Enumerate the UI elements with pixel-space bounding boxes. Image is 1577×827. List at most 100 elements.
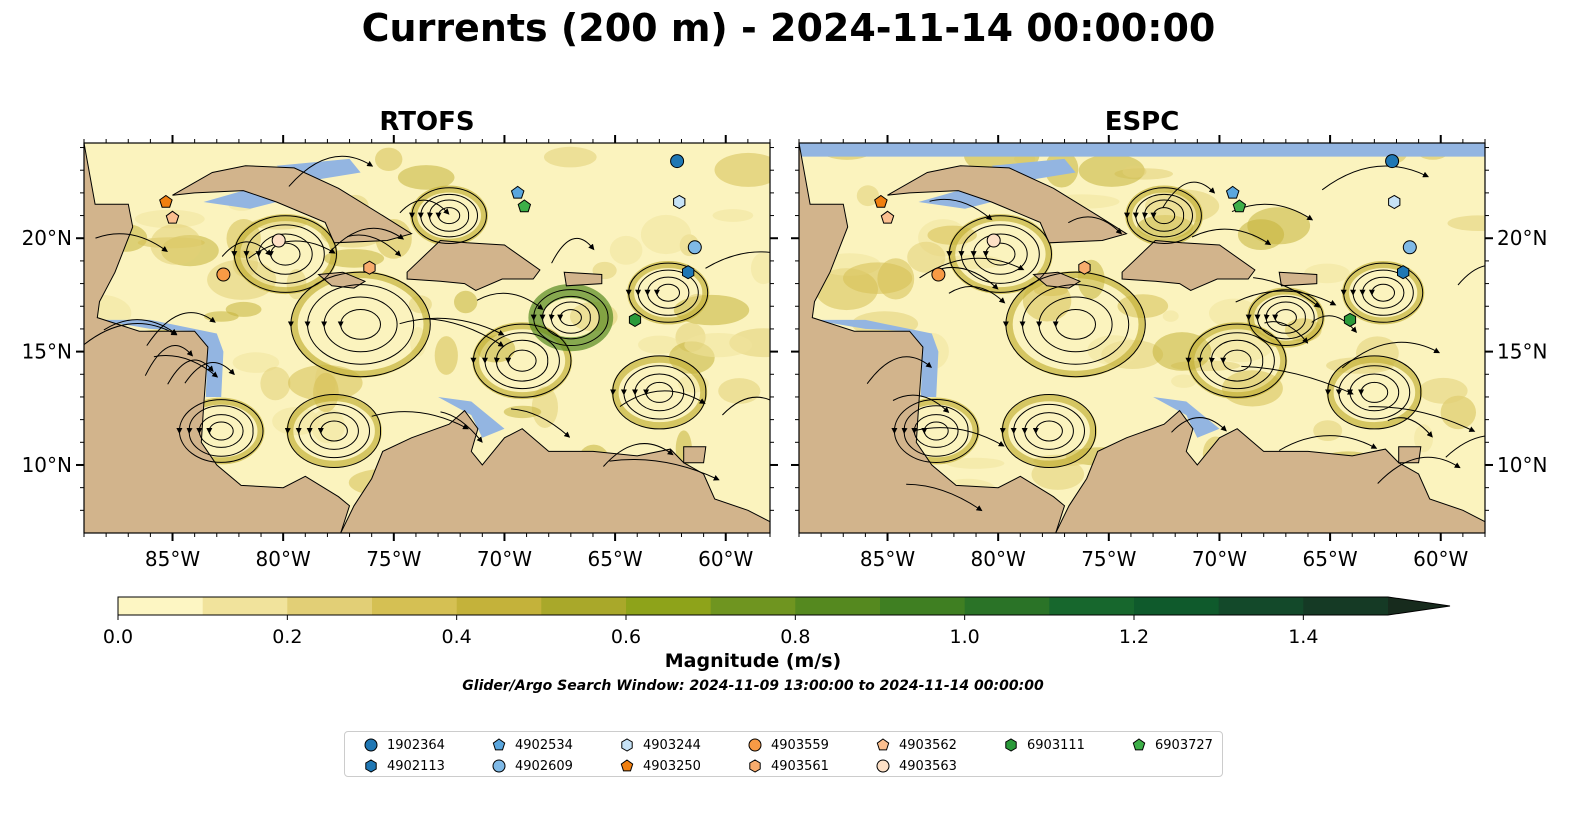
circle-marker-icon <box>876 759 890 773</box>
panel-title-rtofs: RTOFS <box>379 107 475 137</box>
float-marker-4902534 <box>1225 185 1240 199</box>
lon-tick-label: 65°W <box>1302 547 1357 571</box>
search-window-caption: Glider/Argo Search Window: 2024-11-09 13… <box>462 678 1044 694</box>
legend-label: 4903563 <box>899 758 957 774</box>
legend-label: 4903561 <box>771 758 829 774</box>
float-marker-4902113 <box>1397 265 1410 280</box>
float-marker-6903111 <box>628 312 642 327</box>
float-marker-4903250 <box>874 194 888 208</box>
pentagon-marker-icon <box>1132 738 1146 751</box>
lat-tick-label: 20°N <box>22 226 72 250</box>
colorbar-tick-label: 0.4 <box>442 626 472 648</box>
float-marker-4903562 <box>880 210 895 224</box>
colorbar-segment <box>964 597 1050 615</box>
float-marker-4903561 <box>1078 260 1091 275</box>
legend-label: 4903559 <box>771 737 829 753</box>
colorbar-segment <box>1218 597 1304 615</box>
colorbar: 0.0 0.2 0.4 0.6 0.8 1.0 1.2 1.4 <box>103 596 1451 648</box>
float-marker-4902609 <box>1402 240 1417 255</box>
float-marker-1902364 <box>670 154 685 169</box>
legend-label: 6903111 <box>1027 737 1085 753</box>
legend-label: 6903727 <box>1155 737 1213 753</box>
colorbar-tick-label: 1.4 <box>1288 626 1318 648</box>
lon-tick-label: 70°W <box>477 547 532 571</box>
lon-tick-label: 65°W <box>587 547 642 571</box>
lon-tick-label: 85°W <box>145 547 200 571</box>
colorbar-tick-label: 1.0 <box>950 626 980 648</box>
colorbar-tick-label: 1.2 <box>1119 626 1149 648</box>
colorbar-segment <box>372 597 458 615</box>
hexagon-marker-icon <box>365 759 377 773</box>
legend-item-4903559: 4903559 <box>747 737 829 753</box>
pentagon-marker-icon <box>492 738 506 751</box>
float-marker-4903563 <box>271 233 286 248</box>
float-marker-4902113 <box>682 265 695 280</box>
colorbar-segment <box>541 597 627 615</box>
figure-title: Currents (200 m) - 2024-11-14 00:00:00 <box>361 6 1216 50</box>
float-marker-6903727 <box>1232 199 1247 213</box>
colorbar-segment <box>202 597 288 615</box>
legend-label: 4903562 <box>899 737 957 753</box>
lon-tick-label: 70°W <box>1192 547 1247 571</box>
legend-item-1902364: 1902364 <box>363 737 445 753</box>
legend-item-4902113: 4902113 <box>363 758 445 774</box>
float-marker-4903244 <box>673 194 686 210</box>
pentagon-marker-icon <box>876 738 890 751</box>
float-marker-4903559 <box>931 267 946 282</box>
float-marker-4902534 <box>510 185 525 199</box>
colorbar-title: Magnitude (m/s) <box>664 650 842 672</box>
circle-marker-icon <box>492 759 506 773</box>
legend-item-6903727: 6903727 <box>1131 737 1213 753</box>
legend-label: 4903244 <box>643 737 701 753</box>
float-marker-4903563 <box>986 233 1001 248</box>
legend-label: 4902534 <box>515 737 573 753</box>
espc-map-panel: 85°W 80°W 75°W 70°W 65°W 60°W 20°N 15°N 10°N <box>791 135 1547 571</box>
float-marker-4903559 <box>216 267 231 282</box>
legend-label: 4903250 <box>643 758 701 774</box>
lat-tick-label: 20°N <box>1497 226 1547 250</box>
lon-tick-label: 75°W <box>1081 547 1136 571</box>
legend-label: 4902609 <box>515 758 573 774</box>
colorbar-segment <box>456 597 542 615</box>
float-marker-4903244 <box>1388 194 1401 210</box>
colorbar-tick-label: 0.0 <box>103 626 133 648</box>
circle-marker-icon <box>748 738 762 752</box>
legend-item-4903563: 4903563 <box>875 758 957 774</box>
lat-tick-label: 15°N <box>22 340 72 364</box>
colorbar-segment <box>118 597 204 615</box>
legend-item-4903561: 4903561 <box>747 758 829 774</box>
lon-tick-label: 80°W <box>256 547 311 571</box>
legend-label: 1902364 <box>387 737 445 753</box>
lon-tick-label: 60°W <box>698 547 753 571</box>
lon-tick-label: 60°W <box>1413 547 1468 571</box>
float-marker-6903727 <box>517 199 532 213</box>
legend-item-4903244: 4903244 <box>619 737 701 753</box>
hexagon-marker-icon <box>621 738 633 752</box>
colorbar-extend-arrow <box>1388 597 1450 615</box>
rtofs-map-panel: 85°W 80°W 75°W 70°W 65°W 60°W 20°N 15°N 10°N <box>22 135 778 571</box>
legend-label: 4902113 <box>387 758 445 774</box>
lon-tick-label: 80°W <box>971 547 1026 571</box>
legend-item-4902609: 4902609 <box>491 758 573 774</box>
colorbar-tick-label: 0.8 <box>780 626 810 648</box>
hexagon-marker-icon <box>1005 738 1017 752</box>
legend-item-4903562: 4903562 <box>875 737 957 753</box>
panel-title-espc: ESPC <box>1104 107 1180 137</box>
colorbar-tick-label: 0.2 <box>272 626 302 648</box>
legend-item-4902534: 4902534 <box>491 737 573 753</box>
colorbar-segment <box>1134 597 1220 615</box>
lon-tick-label: 85°W <box>860 547 915 571</box>
lon-tick-label: 75°W <box>366 547 421 571</box>
legend-item-6903111: 6903111 <box>1003 737 1085 753</box>
colorbar-segment <box>710 597 796 615</box>
float-marker-4902609 <box>687 240 702 255</box>
pentagon-marker-icon <box>620 759 634 772</box>
lat-tick-label: 10°N <box>1497 453 1547 477</box>
colorbar-segment <box>795 597 881 615</box>
lat-tick-label: 10°N <box>22 453 72 477</box>
colorbar-segment <box>1303 597 1389 615</box>
colorbar-segment <box>880 597 966 615</box>
colorbar-segment <box>287 597 373 615</box>
colorbar-segment <box>626 597 712 615</box>
